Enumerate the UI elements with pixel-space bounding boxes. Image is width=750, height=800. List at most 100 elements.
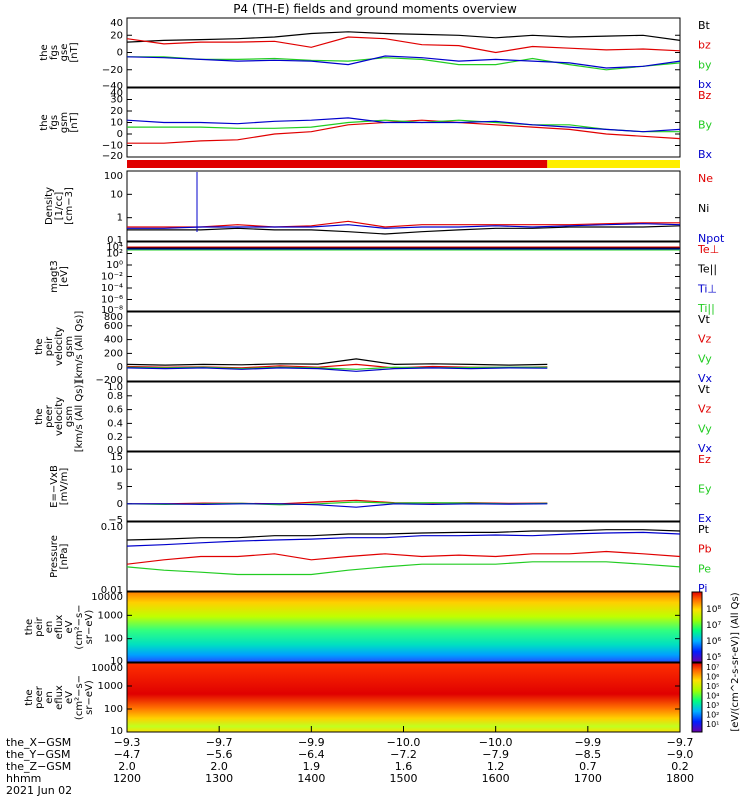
legend-Vx: Vx	[698, 372, 713, 385]
y-tick-label: 10000	[91, 592, 123, 603]
x-tick-hhmm: 1500	[390, 772, 418, 785]
y-tick-label: 0.6	[107, 405, 123, 416]
legend-Bt: Bt	[698, 19, 711, 32]
colorbar-tick: 10⁵	[706, 653, 721, 663]
y-tick-label: 10⁻⁸	[101, 305, 123, 316]
x-tick-gsm-y: −6.4	[298, 748, 325, 761]
legend-Vz: Vz	[698, 333, 712, 346]
y-tick-label: 0.2	[107, 432, 123, 443]
x-tick-gsm-x: −9.7	[206, 736, 233, 749]
y-tick-label: 0.0	[107, 445, 123, 456]
x-tick-gsm-x: −10.0	[387, 736, 421, 749]
series-Bz	[127, 119, 681, 144]
series-Ex	[127, 503, 548, 508]
panel-ylabel: [nT]	[69, 112, 80, 132]
y-tick-label: 1.0	[107, 382, 123, 393]
chart-title: P4 (TH-E) fields and ground moments over…	[233, 2, 517, 16]
panel-ylabel: [km/s (All Qs)]	[74, 381, 85, 453]
x-tick-gsm-y: −4.7	[114, 748, 141, 761]
legend-Ne: Ne	[698, 172, 713, 185]
x-tick-hhmm: 1800	[666, 772, 694, 785]
series-bz	[126, 36, 681, 54]
panel-ylabel: (cm²−s−	[74, 604, 85, 649]
y-tick-label: 10⁰	[106, 260, 123, 271]
x-tick-gsm-y: −7.9	[482, 748, 509, 761]
panel-ylabel: velocity	[54, 327, 65, 366]
panel-ylabel: eflux	[54, 685, 65, 710]
panel-ylabel: the	[24, 689, 35, 705]
y-tick-label: 40	[110, 88, 123, 99]
legend-Te||: Te||	[697, 263, 717, 276]
x-tick-gsm-y: −5.6	[206, 748, 233, 761]
colorbar-tick: 10⁶	[706, 637, 721, 647]
colorbar-1	[691, 591, 703, 663]
legend-Vx: Vx	[698, 442, 713, 455]
panel-ylabel: peer	[44, 404, 55, 428]
legend-Ti||: Ti||	[697, 302, 715, 315]
panel-ylabel: en	[44, 691, 55, 704]
legend-by: by	[698, 58, 712, 71]
x-tick-gsm-x: −9.3	[114, 736, 141, 749]
y-tick-label: 0.1	[107, 235, 123, 246]
y-tick-label: 0	[117, 48, 123, 59]
electron-spectrogram	[127, 663, 680, 732]
panel-ylabel: [cm−3]	[64, 187, 75, 225]
panel-frame-6	[126, 451, 681, 522]
y-tick-label: 10⁻⁴	[101, 283, 123, 294]
y-tick-label: 0	[117, 362, 123, 373]
panel-frame-4	[126, 311, 681, 382]
colorbar-2	[691, 662, 703, 733]
y-tick-label: 1000	[98, 610, 123, 621]
panel-frame-5	[126, 381, 681, 452]
y-tick-label: 0.8	[107, 391, 123, 402]
y-tick-label: 10	[110, 656, 123, 667]
x-tick-hhmm: 1200	[113, 772, 141, 785]
x-row-label: the_Y−GSM	[6, 748, 71, 761]
x-tick-gsm-z: 2.0	[210, 760, 228, 773]
x-tick-gsm-y: −8.5	[574, 748, 601, 761]
colorbar-tick: 10⁵	[706, 682, 719, 691]
panel-ylabel: (cm²−s−	[74, 675, 85, 720]
panel-ylabel: the	[39, 44, 50, 60]
y-tick-label: 10⁻⁶	[101, 295, 123, 306]
y-tick-label: 0.01	[101, 585, 123, 596]
legend-Npot: Npot	[698, 232, 725, 245]
colorbar-tick: 10⁴	[706, 692, 719, 701]
legend-Ez: Ez	[698, 453, 711, 466]
legend-Pi: Pi	[698, 582, 707, 595]
colorbar-tick: 10⁷	[706, 621, 721, 631]
y-tick-label: 10⁻²	[101, 272, 123, 283]
y-tick-label: 10	[110, 189, 123, 200]
legend-Ti⊥: Ti⊥	[697, 282, 717, 295]
x-tick-gsm-y: −9.0	[667, 748, 694, 761]
y-tick-label: 400	[104, 335, 123, 346]
panel-ylabel: gsm	[59, 112, 70, 133]
y-tick-label: 0	[117, 499, 123, 510]
x-tick-gsm-z: 1.9	[303, 760, 321, 773]
y-tick-label: 5	[117, 482, 123, 493]
y-tick-label: −10	[102, 141, 123, 152]
y-tick-label: 10	[110, 118, 123, 129]
y-tick-label: 100	[104, 634, 123, 645]
x-row-label: 2021 Jun 02	[6, 784, 72, 797]
x-tick-gsm-x: −9.9	[298, 736, 325, 749]
panel-ylabel: magt3	[49, 260, 60, 293]
panel-ylabel: sr−eV)	[84, 680, 95, 715]
panel-ylabel: [1/cc]	[54, 192, 65, 221]
y-tick-label: 40	[110, 18, 123, 29]
y-tick-label: 10	[110, 726, 123, 737]
panel-ylabel: the	[34, 408, 45, 424]
legend-Ni: Ni	[698, 202, 709, 215]
colorbar-tick: 10⁸	[706, 605, 721, 615]
panel-ylabel: eflux	[54, 615, 65, 640]
legend-Vy: Vy	[698, 422, 712, 435]
y-tick-label: 20	[110, 30, 123, 41]
legend-Ey: Ey	[698, 483, 712, 496]
panel-ylabel: [nT]	[69, 42, 80, 62]
panel-frame-8	[126, 591, 681, 663]
colorbar-tick: 10²	[706, 711, 719, 720]
colorbar-tick: 10³	[706, 701, 719, 710]
x-tick-gsm-z: 2.0	[118, 760, 136, 773]
legend-Vy: Vy	[698, 352, 712, 365]
x-tick-gsm-y: −7.2	[390, 748, 417, 761]
